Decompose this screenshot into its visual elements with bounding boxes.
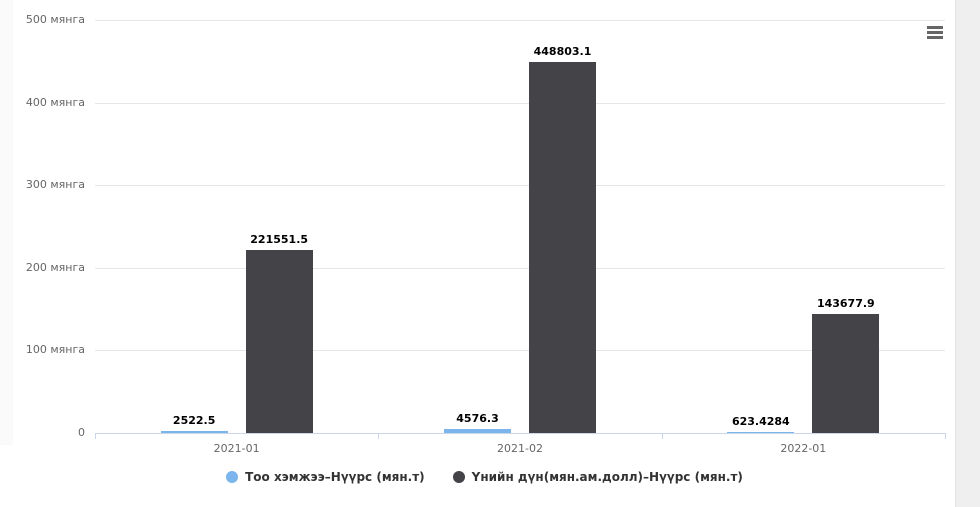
bar-quantity[interactable] [161,431,228,433]
y-gridline [95,350,945,351]
hamburger-bar [927,30,943,34]
y-gridline [95,20,945,21]
data-label: 2522.5 [172,414,216,427]
hamburger-bar [927,35,943,39]
hamburger-menu-icon [927,25,945,39]
x-axis-tick [945,433,946,439]
chart-container: 0 100 мянга 200 мянга 300 мянга 400 мянга 500… [13,0,956,507]
x-axis-line [95,433,946,434]
scrollbar-track [955,0,980,507]
legend-item-0[interactable]: Тоо хэмжээ–Нүүрс (мян.т) [226,470,425,484]
plot-area: 0 100 мянга 200 мянга 300 мянга 400 мянга 500… [13,0,956,507]
bar-value[interactable] [246,250,313,433]
data-label: 221551.5 [250,233,309,246]
legend-label: Үнийн дүн(мян.ам.долл)–Нүүрс (мян.т) [471,470,743,484]
y-axis-tick-label: 0 [78,426,85,439]
y-axis-tick-label: 500 мянга [25,13,85,26]
legend-marker-icon [452,471,465,483]
x-axis-tick [95,433,96,439]
y-gridline [95,103,945,104]
legend-marker-icon [226,471,239,483]
data-label: 623.4284 [731,415,790,428]
bar-value[interactable] [812,314,879,433]
chart-context-menu-button[interactable] [925,22,947,42]
left-edge-divider [0,0,14,445]
bar-value[interactable] [529,62,596,433]
y-axis-tick-label: 300 мянга [25,178,85,191]
data-label: 143677.9 [816,297,875,310]
data-label: 448803.1 [533,45,592,58]
bar-quantity[interactable] [444,429,511,433]
y-axis-tick-label: 200 мянга [25,261,85,274]
y-gridline [95,185,945,186]
y-gridline [95,268,945,269]
data-label: 4576.3 [456,412,499,425]
y-axis-tick-label: 100 мянга [25,343,85,356]
x-axis-category-label: 2021-02 [497,442,543,455]
x-axis-category-label: 2021-01 [213,442,260,455]
x-axis-category-label: 2022-01 [780,442,827,455]
legend: Тоо хэмжээ–Нүүрс (мян.т) Үнийн дүн(мян.ам… [13,470,956,484]
legend-label: Тоо хэмжээ–Нүүрс (мян.т) [245,470,425,484]
x-axis-tick [662,433,663,439]
bar-quantity[interactable] [727,432,794,433]
x-axis-tick [378,433,379,439]
hamburger-bar [927,25,943,29]
y-axis-tick-label: 400 мянга [25,96,85,109]
legend-item-1[interactable]: Үнийн дүн(мян.ам.долл)–Нүүрс (мян.т) [452,470,743,484]
